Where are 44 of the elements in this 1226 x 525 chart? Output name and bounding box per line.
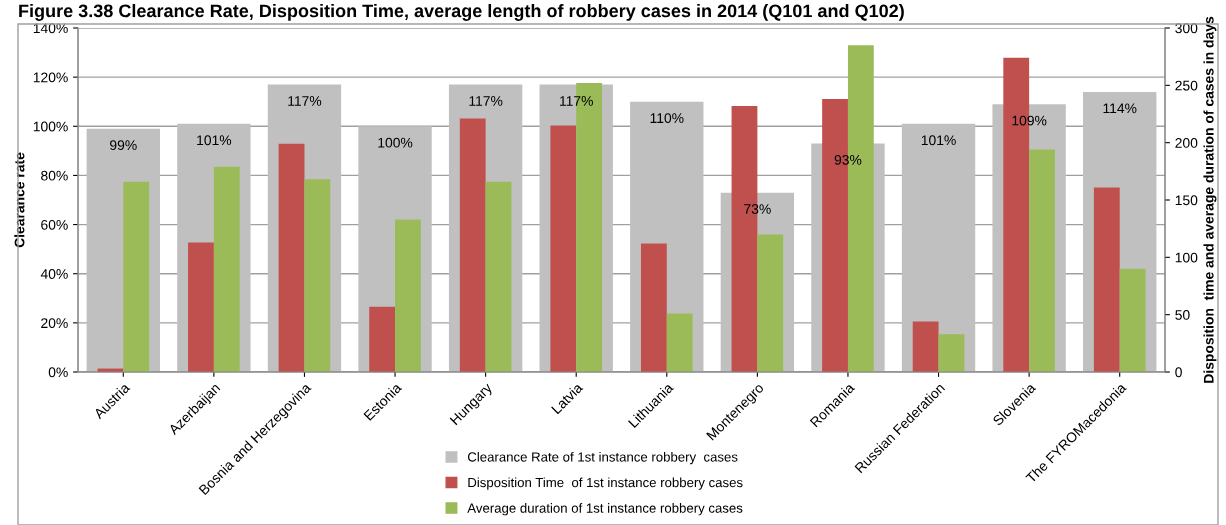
y-tick-label: 60% bbox=[41, 219, 68, 230]
bar bbox=[304, 179, 331, 372]
data-label: 110% bbox=[650, 113, 684, 124]
y-tick-label: 20% bbox=[41, 318, 68, 329]
data-label: 73% bbox=[744, 204, 771, 214]
data-label: 117% bbox=[288, 96, 322, 106]
y-tick-label: 40% bbox=[40, 269, 68, 279]
y2-axis-title: Disposition time and average duration of cases in days bbox=[1203, 16, 1217, 383]
bar bbox=[1119, 268, 1146, 372]
legend-label: Average duration of 1st instance robbery cases bbox=[467, 503, 743, 516]
bar bbox=[485, 181, 512, 372]
bar bbox=[188, 242, 214, 372]
y2-tick-label: 150 bbox=[1175, 195, 1198, 206]
y-tick-label: 140% bbox=[33, 23, 68, 34]
data-label: 117% bbox=[560, 96, 593, 106]
bar bbox=[369, 306, 396, 372]
data-label: 99% bbox=[110, 140, 137, 151]
y2-tick-label: 250 bbox=[1175, 80, 1198, 91]
y2-tick-label: 100 bbox=[1175, 252, 1198, 263]
y-tick-label: 120% bbox=[33, 72, 68, 83]
y-tick-label: 80% bbox=[41, 170, 68, 181]
bar bbox=[666, 313, 693, 372]
chart-title: Figure 3.38 Clearance Rate, Disposition Time, average length of robbery cases in 2014 (Q101 and Q102) bbox=[19, 4, 904, 21]
y-tick-label: 100% bbox=[33, 121, 68, 132]
y2-tick-label: 200 bbox=[1175, 138, 1198, 148]
bar bbox=[912, 321, 939, 372]
data-label: 117% bbox=[469, 96, 503, 106]
bar bbox=[395, 219, 421, 372]
data-label: 114% bbox=[1103, 103, 1137, 114]
y-tick-label: 0% bbox=[48, 367, 68, 378]
y2-tick-label: 0 bbox=[1175, 367, 1182, 378]
y-axis-title: Clearance rate bbox=[14, 152, 25, 248]
data-label: 101% bbox=[197, 135, 232, 146]
bar bbox=[1093, 187, 1120, 372]
legend-label: Clearance Rate of 1st instance robbery cases bbox=[467, 451, 738, 465]
data-label: 109% bbox=[1012, 115, 1047, 126]
legend-label: Disposition Time of 1st instance robbery cases bbox=[468, 477, 743, 490]
data-label: 93% bbox=[834, 154, 862, 165]
data-label: 101% bbox=[921, 135, 956, 146]
bar bbox=[938, 334, 965, 372]
data-label: 100% bbox=[378, 137, 413, 148]
y2-tick-label: 50 bbox=[1175, 310, 1190, 320]
y2-tick-label: 300 bbox=[1175, 23, 1198, 34]
bar bbox=[640, 243, 667, 372]
